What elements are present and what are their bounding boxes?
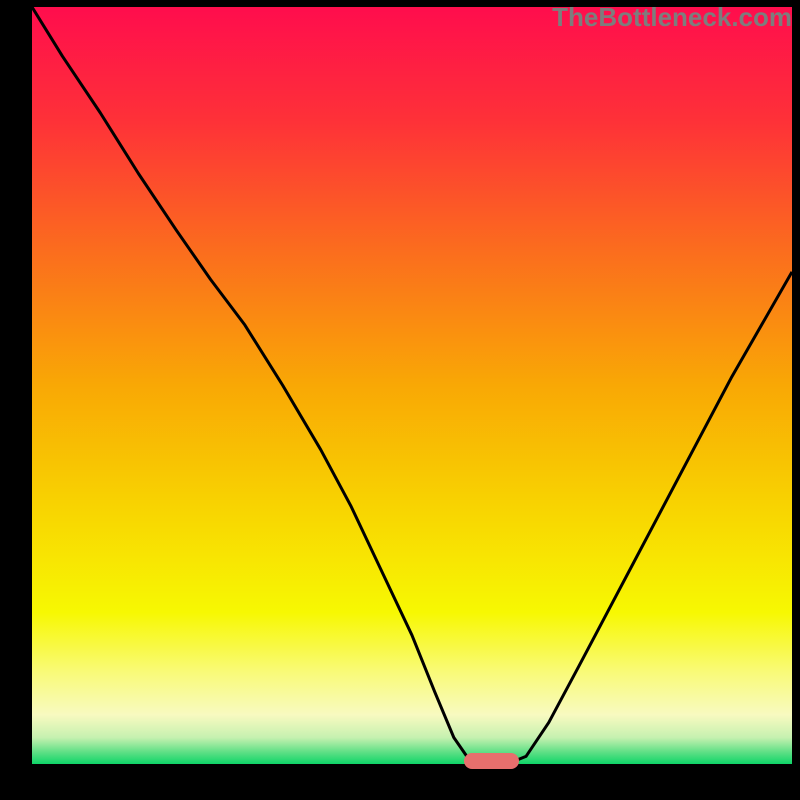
watermark-label: TheBottleneck.com [552,2,792,33]
watermark-text: TheBottleneck.com [552,2,792,32]
optimal-marker [464,753,519,769]
bottleneck-curve [32,7,792,764]
plot-area [32,7,792,764]
chart-outer-frame: TheBottleneck.com [0,0,800,800]
